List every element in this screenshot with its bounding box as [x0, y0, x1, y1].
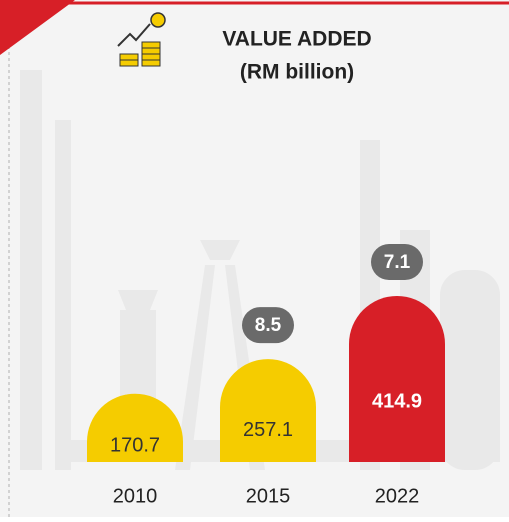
value-label: 170.7 — [110, 435, 160, 457]
chart-title: VALUE ADDED — [222, 28, 371, 51]
bar — [87, 393, 183, 462]
growth-label: 7.1 — [384, 252, 411, 273]
bar — [349, 296, 445, 462]
corner-triangle — [0, 0, 75, 55]
x-tick-label: 2010 — [113, 485, 158, 507]
value-label: 414.9 — [372, 391, 422, 413]
chart-subtitle: (RM billion) — [240, 61, 354, 84]
growth-badge — [242, 307, 294, 344]
x-tick-label: 2022 — [375, 485, 420, 507]
x-tick-label: 2015 — [246, 485, 291, 507]
growth-label: 8.5 — [255, 315, 282, 336]
value-label: 257.1 — [243, 419, 293, 441]
coins-icon — [117, 12, 166, 67]
growth-badge — [371, 244, 423, 280]
bar — [220, 359, 316, 462]
